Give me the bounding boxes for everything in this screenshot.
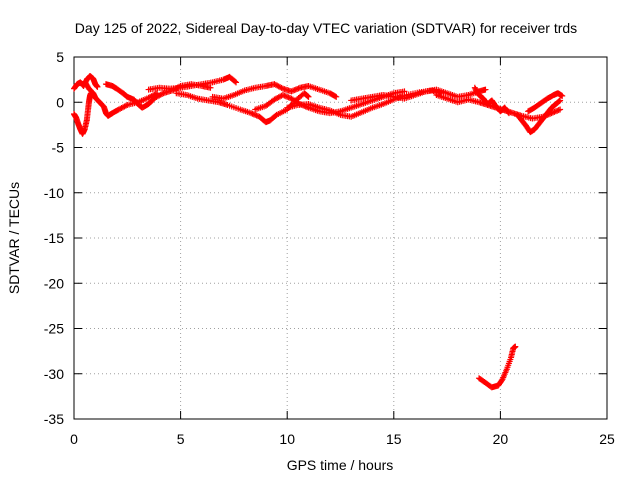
x-tick-label: 10 [279,431,295,447]
data-point [231,78,238,85]
series-arc-14 [525,90,566,115]
data-point [556,98,563,105]
series-arc-7 [209,81,340,102]
y-tick-label: 0 [56,94,64,110]
data-point [94,83,101,90]
data-point [559,92,566,99]
chart-title: Day 125 of 2022, Sidereal Day-to-day VTE… [75,20,577,36]
series-arc-1 [71,73,101,92]
data-point [304,93,311,100]
series-arc-3 [81,78,161,119]
series-arc-5 [145,73,240,93]
series-arc-13 [514,97,564,136]
x-tick-label: 15 [386,431,402,447]
data-point [482,86,489,93]
data-point [207,84,214,91]
data-point [557,97,564,104]
y-tick-label: -30 [44,366,64,382]
x-tick-label: 25 [599,431,615,447]
data-point [332,93,339,100]
data-point [505,109,512,116]
x-tick-label: 20 [493,431,509,447]
y-tick-label: -15 [44,230,64,246]
series-arc-15 [476,343,519,391]
x-axis-label: GPS time / hours [287,457,394,473]
grid [74,57,607,419]
y-axis: 5 0 -5 -10 -15 -20 -25 -30 -35 [44,49,607,427]
data-point [233,79,240,86]
x-tick-label: 5 [177,431,185,447]
data-point [512,343,519,350]
series-arc-2 [71,90,95,137]
y-axis-label: SDTVAR / TECUs [6,182,22,294]
data-point [333,93,340,100]
series-arc-12 [471,84,512,117]
plot-frame [73,56,608,420]
y-tick-label: -10 [44,185,64,201]
data-point [505,110,512,117]
y-tick-label: -35 [44,411,64,427]
y-tick-label: 5 [56,49,64,65]
data-point [305,93,312,100]
data-series [71,73,566,391]
y-tick-label: -20 [44,275,64,291]
y-tick-label: -25 [44,321,64,337]
y-tick-label: -5 [52,140,65,156]
x-tick-label: 0 [70,431,78,447]
data-point [557,106,564,113]
